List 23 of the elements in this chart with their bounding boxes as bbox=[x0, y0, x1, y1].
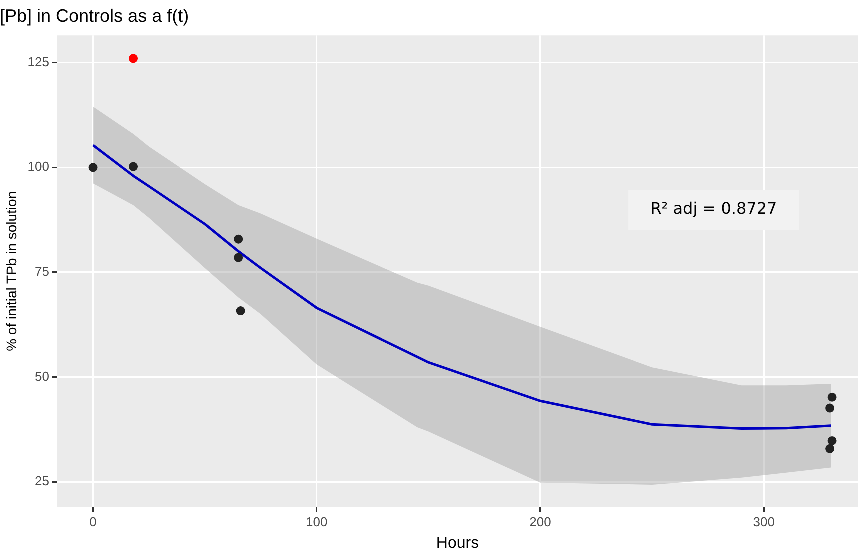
y-tick-label: 125 bbox=[28, 54, 50, 70]
point bbox=[234, 253, 244, 262]
x-tick-label: 200 bbox=[530, 514, 552, 530]
point bbox=[234, 234, 244, 244]
point bbox=[828, 436, 837, 446]
point bbox=[129, 162, 138, 172]
chart-title: [Pb] in Controls as a f(t) bbox=[0, 6, 190, 26]
y-tick-label: 25 bbox=[35, 474, 50, 489]
x-tick-label: 100 bbox=[306, 514, 328, 530]
point bbox=[826, 444, 835, 454]
point bbox=[129, 54, 138, 64]
point bbox=[236, 306, 246, 316]
point bbox=[826, 404, 835, 413]
y-tick-label: 100 bbox=[28, 159, 50, 174]
x-tick-label: 300 bbox=[753, 514, 775, 530]
y-tick-label: 50 bbox=[35, 368, 50, 384]
y-axis-title: % of initial TPb in solution bbox=[3, 191, 20, 352]
y-tick-label: 75 bbox=[35, 264, 50, 280]
point bbox=[828, 392, 837, 402]
x-tick-label: 0 bbox=[90, 514, 97, 530]
annotation: R² adj = 0.8727 bbox=[650, 199, 778, 218]
x-axis-title: Hours bbox=[436, 534, 480, 552]
point bbox=[88, 163, 98, 172]
